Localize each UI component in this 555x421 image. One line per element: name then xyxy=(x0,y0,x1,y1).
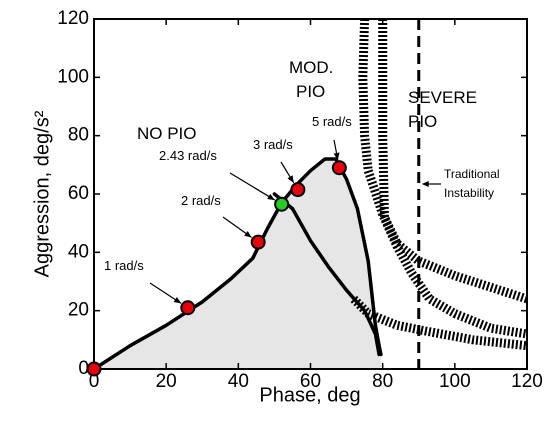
traditional-instability-line1: Traditional xyxy=(444,167,500,181)
y-tick-label: 80 xyxy=(68,125,89,146)
x-tick-label: 80 xyxy=(372,371,393,392)
point-label: 2.43 rad/s xyxy=(159,148,217,163)
data-point-1 xyxy=(86,361,102,377)
region-label-no-pio: NO PIO xyxy=(137,124,197,143)
data-point-6 xyxy=(331,160,347,176)
point-label: 2 rad/s xyxy=(181,193,221,208)
x-tick-label: 0 xyxy=(89,371,100,392)
response-fill xyxy=(94,159,381,369)
x-tick-label: 20 xyxy=(156,371,177,392)
y-tick-label: 40 xyxy=(68,241,89,262)
series-line-1 xyxy=(94,157,383,369)
x-tick-label: 100 xyxy=(439,371,471,392)
traditional-instability-line2: Instability xyxy=(444,186,494,200)
pio-boundary-hatch-3 xyxy=(350,295,527,351)
point-label: 5 rad/s xyxy=(312,114,352,129)
y-tick-label: 20 xyxy=(68,300,89,321)
y-tick-label: 100 xyxy=(57,66,89,87)
y-axis-label: Aggression, deg/s² xyxy=(31,110,53,277)
pio-boundary-hatch-2 xyxy=(378,19,527,304)
point-arrow xyxy=(229,172,276,201)
point-label: 1 rad/s xyxy=(104,258,144,273)
region-label-severe-line1: SEVERE xyxy=(408,88,477,107)
data-point-2 xyxy=(180,300,196,316)
y-tick-label: 60 xyxy=(68,183,89,204)
region-label-mod-line2: PIO xyxy=(296,82,325,101)
point-arrowhead xyxy=(333,152,340,160)
point-arrowhead xyxy=(287,175,294,183)
point-arrowhead xyxy=(267,193,275,201)
data-point-3 xyxy=(250,234,266,250)
point-arrowhead xyxy=(244,231,252,238)
y-tick-label: 120 xyxy=(57,8,89,29)
x-tick-label: 40 xyxy=(228,371,249,392)
point-label: 3 rad/s xyxy=(253,137,293,152)
data-point-5 xyxy=(290,182,306,198)
x-axis-label: Phase, deg xyxy=(259,385,360,407)
region-label-mod-line1: MOD. xyxy=(289,58,333,77)
instability-arrowhead xyxy=(421,181,429,187)
x-tick-label: 120 xyxy=(511,371,543,392)
x-tick-label: 60 xyxy=(300,371,321,392)
point-arrowhead xyxy=(173,297,182,304)
region-label-severe-line2: PIO xyxy=(408,112,437,131)
data-point-4 xyxy=(274,196,290,212)
series-line-2 xyxy=(272,192,381,357)
y-tick-label: 0 xyxy=(78,358,89,379)
